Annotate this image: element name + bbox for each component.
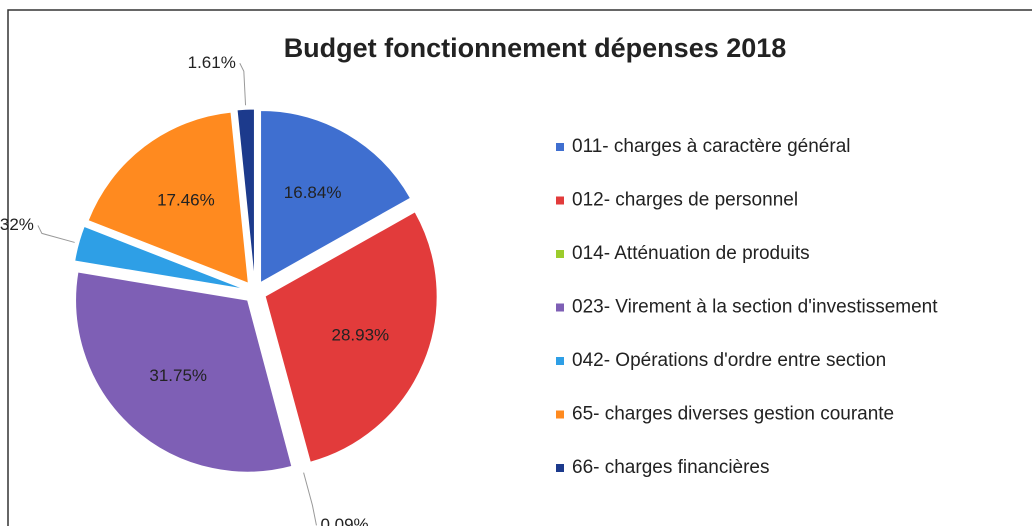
data-label: 0.09% bbox=[320, 515, 368, 526]
legend-swatch bbox=[556, 410, 564, 419]
data-label: 3.32% bbox=[0, 215, 34, 234]
data-label: 31.75% bbox=[149, 366, 207, 385]
pie-slice bbox=[74, 225, 245, 290]
pie-slice bbox=[236, 108, 255, 282]
legend-label: 042- Opérations d'ordre entre section bbox=[572, 350, 886, 371]
data-label: 16.84% bbox=[284, 183, 342, 202]
legend-swatch bbox=[556, 143, 564, 151]
data-label: 17.46% bbox=[157, 191, 215, 210]
leader-line bbox=[37, 225, 75, 243]
pie-slice bbox=[87, 111, 249, 285]
legend-swatch bbox=[556, 464, 564, 472]
data-label: 28.93% bbox=[332, 326, 390, 345]
legend-swatch bbox=[556, 250, 564, 258]
pie-slice bbox=[264, 211, 438, 463]
chart-title: Budget fonctionnement dépenses 2018 bbox=[284, 33, 787, 63]
legend-swatch bbox=[556, 196, 564, 205]
data-label: 1.61% bbox=[188, 53, 236, 72]
legend-swatch bbox=[556, 303, 564, 312]
legend-label: 65- charges diverses gestion courante bbox=[572, 404, 894, 425]
pie-slice bbox=[260, 110, 412, 284]
pie-slice bbox=[257, 302, 304, 470]
leader-line bbox=[239, 63, 247, 106]
legend-label: 66- charges financières bbox=[572, 457, 770, 478]
legend-label: 012- charges de personnel bbox=[572, 190, 798, 211]
leader-line bbox=[303, 472, 317, 526]
legend-label: 011- charges à caractère général bbox=[572, 136, 850, 157]
pie-slice bbox=[75, 271, 293, 473]
legend-label: 023- Virement à la section d'investissem… bbox=[572, 297, 938, 318]
legend-swatch bbox=[556, 357, 564, 365]
legend-label: 014- Atténuation de produits bbox=[572, 243, 810, 264]
